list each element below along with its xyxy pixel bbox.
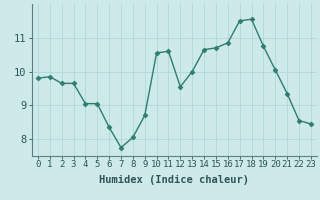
X-axis label: Humidex (Indice chaleur): Humidex (Indice chaleur) xyxy=(100,175,249,185)
